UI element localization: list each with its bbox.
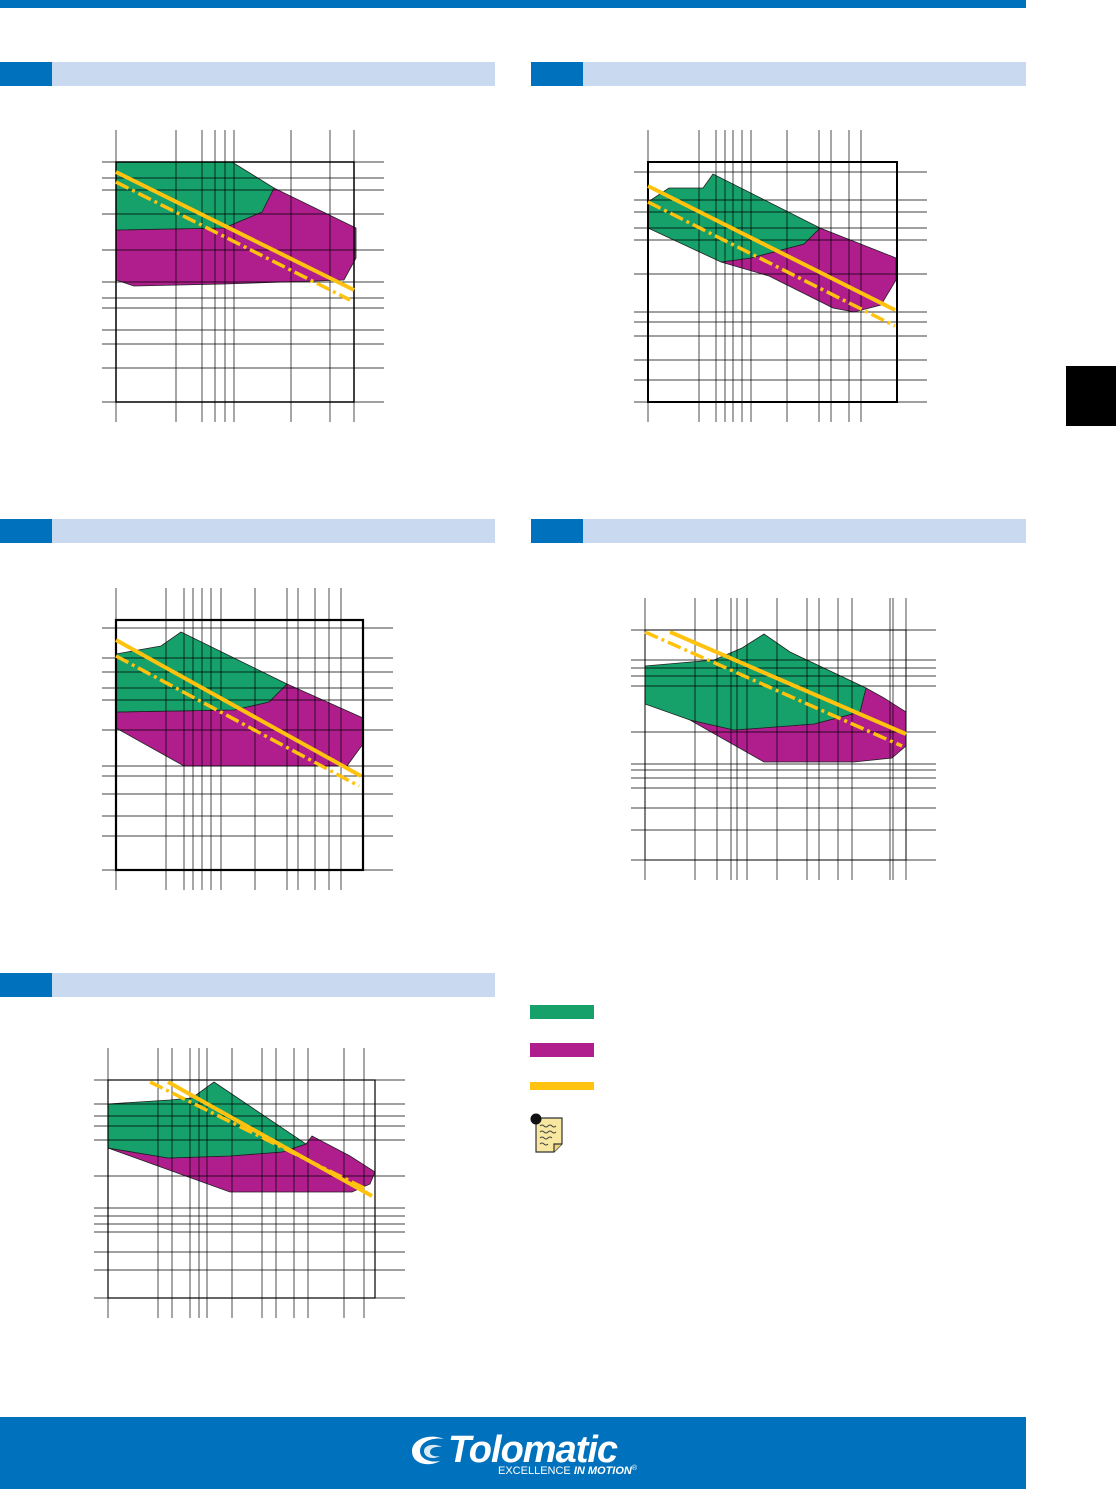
note-icon	[528, 1112, 568, 1156]
legend-swatch-yellow	[530, 1082, 594, 1090]
plot-frame	[644, 629, 907, 861]
legend-swatch-green	[530, 1005, 594, 1019]
tagline-emphasis: IN MOTION	[573, 1465, 632, 1477]
yellow-solid-line	[669, 630, 907, 736]
yellow-dashed-line	[115, 654, 360, 788]
chart-header-tab	[0, 62, 52, 86]
performance-chart-4	[614, 596, 944, 896]
plot-frame	[107, 1079, 376, 1299]
yellow-solid-line	[647, 184, 896, 312]
plot-frame	[115, 161, 355, 403]
chart-header-3	[0, 519, 495, 543]
performance-chart-3	[89, 584, 399, 890]
chart-plot-svg	[102, 588, 393, 890]
top-rule	[0, 0, 1026, 8]
chart-plot-svg	[94, 1048, 405, 1318]
chart-header-4	[531, 519, 1026, 543]
yellow-solid-line	[115, 170, 355, 292]
trademark-symbol: ®	[631, 1465, 638, 1472]
plot-frame	[647, 161, 898, 403]
chart-header-tab	[531, 519, 583, 543]
brand-wordmark: Tolomatic	[448, 1429, 618, 1471]
chart-header-2	[531, 62, 1026, 86]
yellow-dashed-line	[647, 200, 896, 328]
chart-plot-svg	[631, 598, 936, 880]
legend-swatch-magenta	[530, 1043, 594, 1057]
performance-chart-2	[619, 130, 929, 430]
chart-plot-svg	[102, 130, 384, 422]
chart-header-tab	[531, 62, 583, 86]
chart-header-1	[0, 62, 495, 86]
brand-tagline: EXCELLENCE IN MOTION®	[498, 1465, 637, 1477]
chart-header-tab	[0, 973, 52, 997]
yellow-solid-line	[115, 638, 362, 778]
yellow-dashed-line	[115, 180, 351, 302]
chart-header-tab	[0, 519, 52, 543]
footer-bar: Tolomatic EXCELLENCE IN MOTION®	[0, 1417, 1026, 1489]
plot-frame	[114, 618, 365, 872]
logo-swoosh-icon	[412, 1436, 444, 1465]
section-tab	[1066, 366, 1116, 426]
performance-chart-5	[80, 1046, 410, 1318]
chart-header-5	[0, 973, 495, 997]
yellow-dashed-line	[644, 630, 903, 748]
chart-plot-svg	[634, 130, 927, 422]
yellow-dashed-line	[149, 1080, 369, 1192]
performance-chart-1	[94, 130, 384, 430]
tagline-plain: EXCELLENCE	[498, 1465, 574, 1477]
brand-logo[interactable]: Tolomatic EXCELLENCE IN MOTION®	[410, 1427, 650, 1483]
